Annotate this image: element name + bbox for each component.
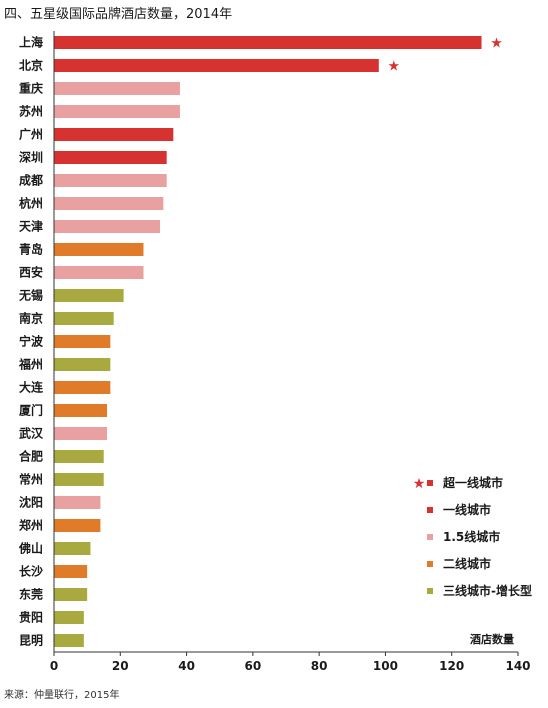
- x-axis-label: 酒店数量: [470, 632, 514, 646]
- x-tick-label: 140: [505, 659, 530, 673]
- category-label: 宁波: [19, 334, 44, 349]
- bar-厦门: [54, 404, 108, 417]
- category-label: 北京: [19, 58, 43, 73]
- legend-swatch: [427, 534, 433, 540]
- bar-福州: [54, 358, 111, 371]
- category-label: 佛山: [18, 541, 43, 556]
- category-label: 武汉: [19, 426, 44, 441]
- bar-东莞: [54, 588, 88, 601]
- category-label: 贵阳: [19, 610, 43, 625]
- x-tick-label: 40: [178, 659, 195, 673]
- x-tick-label: 80: [311, 659, 328, 673]
- category-label: 南京: [19, 311, 43, 326]
- category-label: 西安: [19, 265, 43, 280]
- category-label: 沈阳: [19, 495, 43, 510]
- category-label: 广州: [19, 127, 43, 142]
- legend-label: 一线城市: [443, 502, 491, 517]
- star-icon: ★: [490, 36, 503, 52]
- legend-label: 1.5线城市: [443, 529, 500, 544]
- legend-swatch: [427, 588, 433, 594]
- category-label: 福州: [18, 357, 43, 372]
- category-label: 青岛: [19, 242, 43, 257]
- legend-swatch: [427, 480, 433, 486]
- category-label: 合肥: [19, 449, 43, 464]
- x-tick-label: 0: [50, 659, 58, 673]
- category-label: 天津: [19, 219, 43, 234]
- star-icon: ★: [388, 59, 401, 75]
- category-label: 无锡: [18, 288, 43, 303]
- bar-沈阳: [54, 496, 101, 509]
- legend-swatch: [427, 507, 433, 513]
- bar-重庆: [54, 82, 180, 95]
- category-label: 郑州: [19, 518, 43, 533]
- category-label: 东莞: [19, 587, 43, 602]
- category-label: 常州: [19, 472, 43, 487]
- bar-成都: [54, 174, 167, 187]
- bar-青岛: [54, 243, 144, 256]
- chart-source: 来源：仲量联行，2015年: [4, 690, 120, 701]
- bar-杭州: [54, 197, 164, 210]
- x-tick-label: 20: [112, 659, 129, 673]
- x-tick-label: 60: [245, 659, 262, 673]
- bar-佛山: [54, 542, 91, 555]
- category-label: 成都: [19, 173, 43, 188]
- chart-title: 四、五星级国际品牌酒店数量，2014年: [4, 7, 233, 22]
- category-label: 昆明: [19, 634, 43, 648]
- legend-label: 三线城市-增长型: [443, 583, 532, 598]
- bar-合肥: [54, 450, 104, 463]
- category-label: 上海: [19, 35, 43, 50]
- bar-常州: [54, 473, 104, 486]
- x-tick-label: 120: [439, 659, 464, 673]
- legend-star-icon: ★: [413, 476, 426, 492]
- bar-北京: [54, 59, 379, 72]
- bar-宁波: [54, 335, 111, 348]
- bar-昆明: [54, 634, 84, 647]
- x-tick-label: 100: [373, 659, 398, 673]
- legend-label: 二线城市: [443, 556, 491, 571]
- bar-南京: [54, 312, 114, 325]
- category-label: 重庆: [19, 81, 43, 96]
- bar-长沙: [54, 565, 88, 578]
- bar-贵阳: [54, 611, 84, 624]
- category-label: 苏州: [19, 104, 43, 119]
- category-label: 长沙: [19, 564, 43, 579]
- legend-swatch: [427, 561, 433, 567]
- bar-西安: [54, 266, 144, 279]
- bar-武汉: [54, 427, 108, 440]
- bar-郑州: [54, 519, 101, 532]
- category-label: 厦门: [19, 403, 43, 418]
- bar-深圳: [54, 151, 167, 164]
- bar-上海: [54, 36, 482, 49]
- bar-苏州: [54, 105, 180, 118]
- bar-天津: [54, 220, 161, 233]
- bar-广州: [54, 128, 174, 141]
- bar-无锡: [54, 289, 124, 302]
- bar-大连: [54, 381, 111, 394]
- legend-label: 超一线城市: [442, 475, 503, 490]
- category-label: 大连: [19, 380, 44, 395]
- category-label: 深圳: [19, 150, 43, 165]
- category-label: 杭州: [19, 196, 43, 211]
